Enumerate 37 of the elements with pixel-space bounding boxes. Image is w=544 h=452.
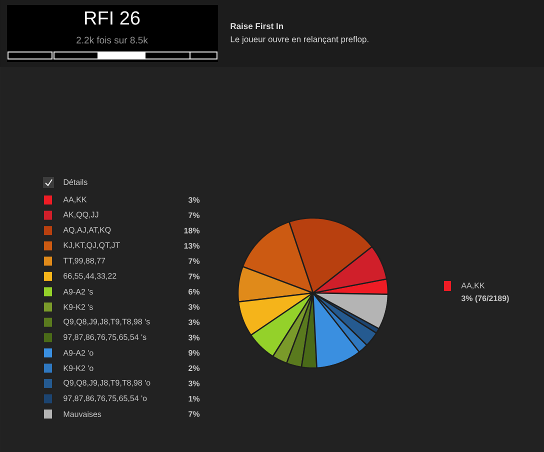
legend-label: A9-A2 'o <box>63 350 94 356</box>
legend-label: A9-A2 's <box>63 288 93 295</box>
legend-label: K9-K2 'o <box>64 365 94 372</box>
data-label: 2% <box>188 365 200 371</box>
legend-label: Mauvaises <box>64 411 102 417</box>
legend-label: Q9,Q8,J9,J8,T9,T8,98 's <box>64 318 150 326</box>
text: Le joueur ouvre en relançant preflop. <box>230 36 368 44</box>
legend-label: Q9,Q8,J9,J8,T9,T8,98 'o <box>64 380 150 388</box>
chart-title: RFI 26 <box>85 11 140 25</box>
legend-label: K9-K2 's <box>64 304 93 310</box>
legend-label: AQ,AJ,AT,KQ <box>63 227 111 234</box>
data-label: 7% <box>188 258 200 264</box>
text: Détails <box>64 179 88 185</box>
data-label: 6% <box>188 288 200 295</box>
text: 3% (76/2189) <box>461 295 509 303</box>
data-label: 9% <box>188 350 200 356</box>
data-label: 3% <box>188 380 200 386</box>
data-label: 1% <box>188 396 200 402</box>
legend-label: TT,99,88,77 <box>63 258 106 264</box>
data-label: 7% <box>188 411 200 417</box>
data-label: 13% <box>184 243 200 249</box>
chart-subtitle: 2.2k fois sur 8.5k <box>76 36 148 44</box>
legend-label: AK,QQ,JJ <box>63 212 98 219</box>
data-label: 7% <box>188 212 200 218</box>
data-label: 3% <box>188 319 200 326</box>
legend-label: AA,KK <box>63 196 87 204</box>
data-label: 3% <box>188 334 200 340</box>
text: AA,KK <box>461 282 485 290</box>
data-label: 3% <box>188 197 200 203</box>
legend-label: 66,55,44,33,22 <box>64 273 116 280</box>
legend-label: KJ,KT,QJ,QT,JT <box>64 242 120 250</box>
legend-label: 97,87,86,76,75,65,54 'o <box>64 395 147 402</box>
data-label: 7% <box>188 274 200 280</box>
data-label: 3% <box>188 304 200 310</box>
text: Raise First In <box>230 22 284 30</box>
data-label: 18% <box>184 228 200 234</box>
legend-label: 97,87,86,76,75,65,54 's <box>64 334 146 341</box>
